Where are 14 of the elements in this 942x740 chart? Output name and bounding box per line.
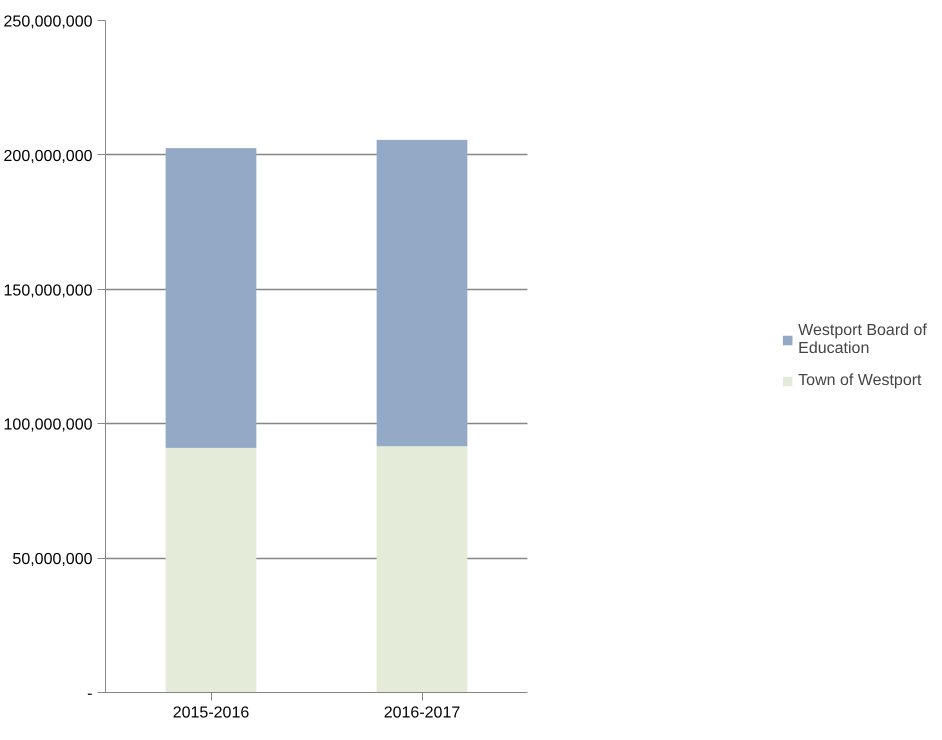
legend-label: Westport Board of Education	[798, 322, 927, 358]
x-tick-label: 2015-2016	[172, 704, 250, 722]
bar	[166, 148, 256, 448]
y-tick-label: 50,000,000	[12, 551, 93, 568]
y-tick-label: 200,000,000	[4, 148, 93, 165]
y-tick-label: 150,000,000	[4, 282, 93, 300]
legend-label: Town of Westport	[798, 372, 922, 390]
y-tick-label: -	[87, 686, 92, 702]
y-tick-label: 250,000,000	[4, 14, 93, 30]
y-tick-label: 100,000,000	[4, 416, 93, 434]
bar	[166, 448, 256, 692]
x-tick-label: 2016-2017	[384, 704, 460, 722]
bar	[376, 446, 468, 692]
bar	[376, 140, 468, 446]
